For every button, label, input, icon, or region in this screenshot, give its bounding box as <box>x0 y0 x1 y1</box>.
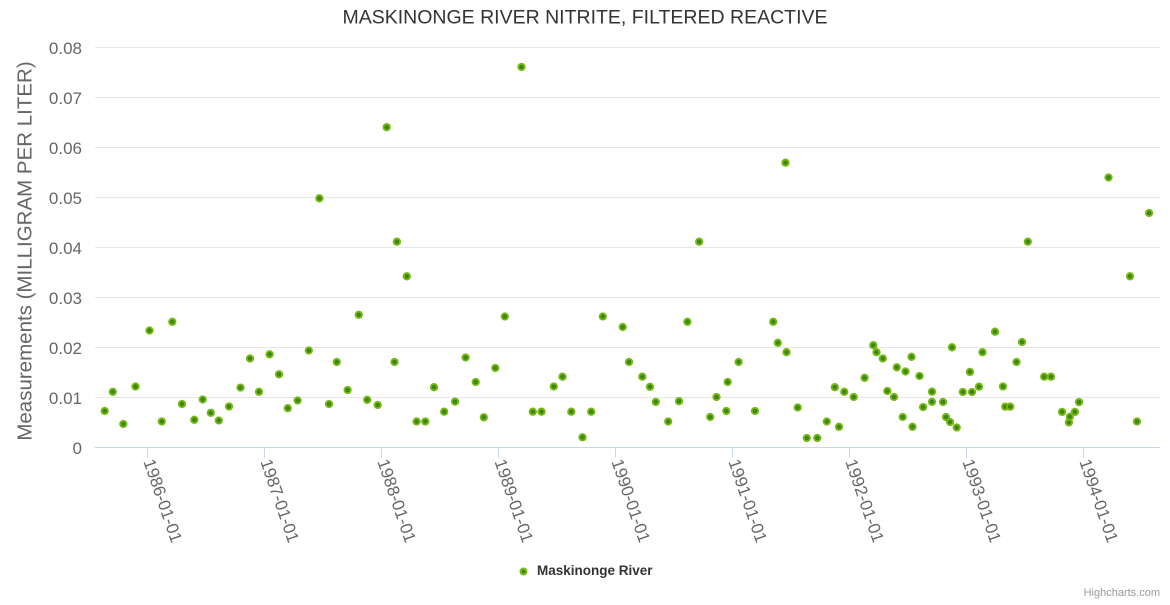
svg-text:0.06: 0.06 <box>49 139 82 158</box>
svg-text:Measurements (MILLIGRAM PER LI: Measurements (MILLIGRAM PER LITER) <box>14 61 37 440</box>
svg-text:0.02: 0.02 <box>49 339 82 358</box>
svg-text:0.07: 0.07 <box>49 89 82 108</box>
svg-text:MASKINONGE RIVER NITRITE, FILT: MASKINONGE RIVER NITRITE, FILTERED REACT… <box>342 7 827 29</box>
svg-text:0.05: 0.05 <box>49 189 82 208</box>
svg-text:Highcharts.com: Highcharts.com <box>1084 587 1160 599</box>
svg-text:0.04: 0.04 <box>49 239 82 258</box>
svg-text:0.08: 0.08 <box>49 39 82 58</box>
svg-text:0: 0 <box>73 439 82 458</box>
svg-text:Maskinonge River: Maskinonge River <box>537 563 653 578</box>
svg-text:0.03: 0.03 <box>49 289 82 308</box>
svg-text:0.01: 0.01 <box>49 389 82 408</box>
